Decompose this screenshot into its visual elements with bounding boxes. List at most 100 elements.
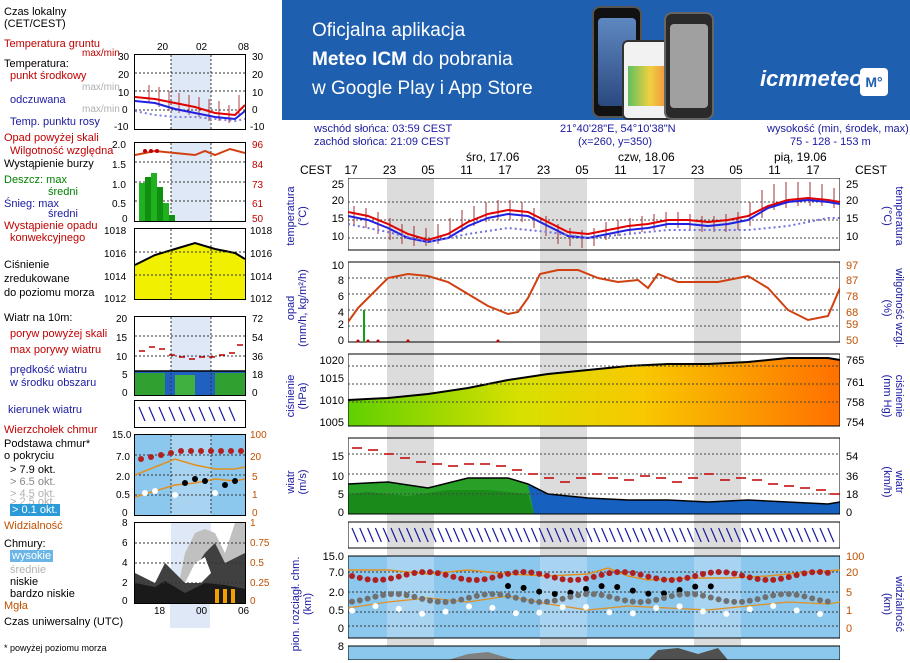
day-label-thu: czw, 18.06 [618,150,675,164]
rain-tick-right: 59 [846,319,859,331]
temp-tick-l: 30 [118,52,130,63]
hour-tick: 17 [344,163,358,177]
cloud-base-dot [567,576,574,583]
cloud-base-dot [349,607,355,614]
wind-arrow [616,527,624,543]
grid-point: (x=260, y=350) [578,136,652,148]
cloud-base-dot [551,597,558,604]
footnote: * powyżej poziomu morza [4,643,107,653]
legend-cloudbase-chart [135,435,245,515]
cloud-base-dot [824,569,831,576]
wind-arrow [702,527,710,543]
wind-arrow [562,527,570,543]
rain-tick-left: 6 [337,291,344,303]
ground-temp-label: Temperatura gruntu [4,38,100,50]
cloud-base-dot [419,595,426,602]
cloud-base-dot [762,576,769,583]
cloud-base-dot [536,588,543,595]
cb-tick-l: 15.0 [112,430,132,441]
legend-wind-panel [134,316,246,396]
banner-app-name: Meteo ICM [312,49,407,70]
cl-tick-left: 8 [337,641,344,653]
temp-tick-l: 0 [122,105,128,116]
cloud-base-dot [817,569,823,576]
local-time-label: Czas lokalny (CET/CEST) [4,6,67,30]
utc-night-band [170,604,210,628]
cl-low-label: niskie [10,576,39,588]
cloud-base-dot [668,576,675,583]
temp-tick-r: 0 [252,105,258,116]
hour-tick: 05 [575,163,589,177]
utc-tick: 00 [196,606,208,617]
cloud-base-dot [505,570,511,577]
cloud-base-dot [731,598,738,605]
cloud-base-dot [606,593,613,600]
pres-tick-r: 1014 [250,272,273,283]
cloud-base-dot [817,597,823,604]
temp-tick-left: 20 [331,195,344,207]
cloud-base-dot [629,598,636,605]
cloud-base-dot [629,587,636,594]
wind-tick-right: 0 [846,507,853,519]
cloud-base-dot [723,569,730,576]
cloud-base-dot [653,575,660,582]
app-banner[interactable]: Oficjalna aplikacja Meteo ICM do pobrani… [282,0,910,120]
hour-tick: 05 [729,163,743,177]
cloud-base-dot [676,576,683,583]
cloud-base-dot [676,586,683,593]
cb-tick-l: 0 [122,508,128,519]
wind-arrow [819,527,827,543]
cloud-base-dot [372,593,379,600]
cloud-base-dot [567,593,574,600]
pres-tick-l: 1014 [104,272,127,283]
storm-label: Wystąpienie burzy [4,158,94,170]
wind-arrow [764,527,772,543]
cloud-base-dot [637,598,644,605]
snow-max-label: Śnieg: max [4,198,60,210]
wind-label: Wiatr na 10m: [4,312,73,324]
cloud-base-dot [536,598,543,605]
rain-tick-r: 50 [252,214,264,225]
pres-tick-r: 1018 [250,226,273,237]
wind-arrow [429,527,437,543]
temp-panel [347,177,841,251]
wind-speed-label: prędkość wiatru w środku obszaru [10,364,97,389]
cloud-base-dot [505,592,511,599]
cloud-base-dot [692,591,699,598]
legend-pressure-chart [135,229,245,299]
cloud-base-dot [544,598,550,605]
cloud-base-dot [520,596,527,603]
cloud-top-label: Wierzchołek chmur [4,424,98,436]
wind-arrow [632,527,640,543]
ground-temp-sub: max/min [82,48,120,59]
wind-arrow [647,527,655,543]
pres-tick-l: 1018 [104,226,127,237]
cloud-base-dot [785,591,792,598]
temp-tick-left: 10 [331,231,344,243]
cloud-base-dot [434,598,441,605]
wind-arrow [351,527,359,543]
temp-tick-right: 15 [846,213,859,225]
cloud-base-dot [739,572,745,579]
temp-tick-l: 10 [118,88,130,99]
wind-arrow [367,527,375,543]
wind-arrow [359,527,367,543]
feels-maxmin-label: max/min [82,104,120,115]
cloud-base-dot [551,574,558,581]
cloud-base-dot [778,575,784,582]
cloud-base-dot [785,574,792,581]
cb-tick-r: 1 [252,490,258,501]
wind-arrow [452,527,460,543]
wind-arrow [796,527,804,543]
cloud-base-dot [403,571,410,578]
pres-tick-l: 1016 [104,249,127,260]
pres-tick-l: 1012 [104,294,127,305]
tz-right: CEST [855,163,888,177]
cloud-base-dot [809,595,816,602]
local-tick: 02 [196,42,208,53]
legend-cloudbase-panel [134,434,246,516]
cloud-base-dot [473,592,480,599]
cloud-base-dot [419,569,426,576]
legend-wind-arrows [138,406,236,422]
wind-tick-l: 5 [122,370,128,381]
